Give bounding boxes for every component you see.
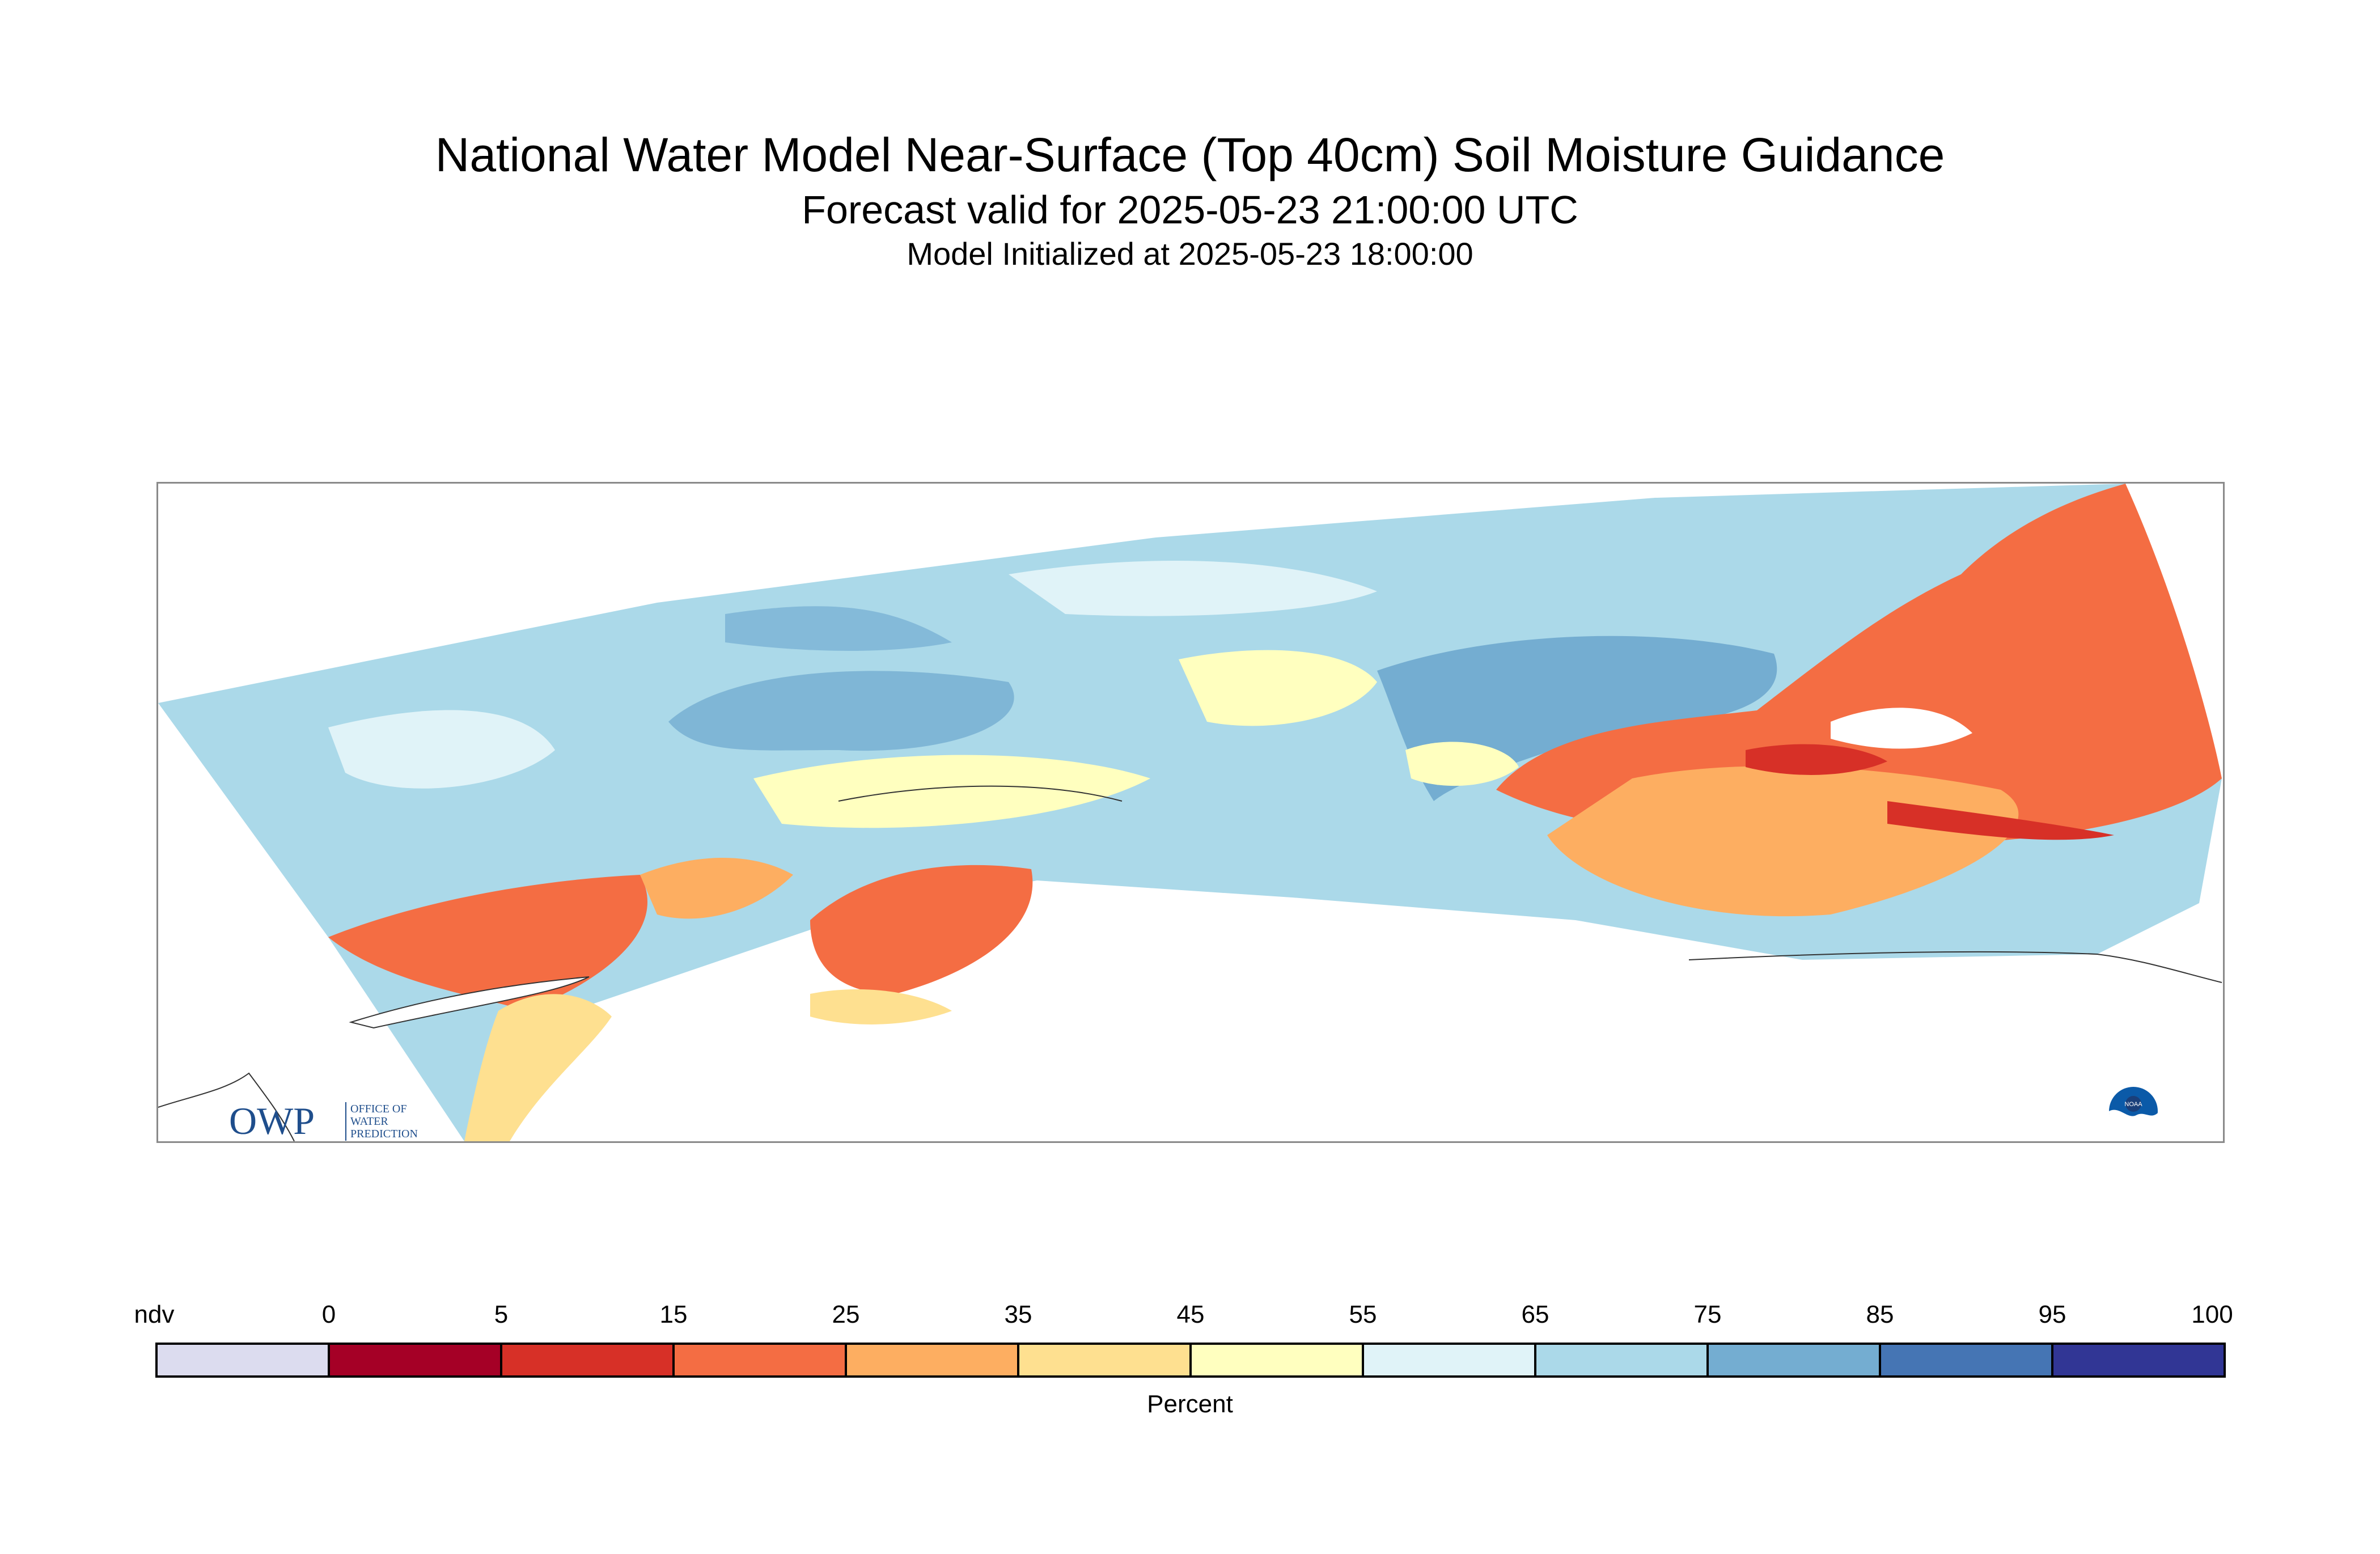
very-dry-band [1887, 801, 2114, 840]
colorbar-tick-label: 35 [1004, 1301, 1032, 1328]
moderate-region [464, 994, 612, 1141]
coastline [1688, 951, 2222, 983]
wet-region [668, 671, 1014, 751]
noaa-logo-text: NOAA [2124, 1101, 2142, 1108]
colorbar-bin [1189, 1343, 1364, 1378]
map-panel: OWP OFFICE OF WATER PREDICTION [156, 482, 2225, 1143]
colorbar-tick-label: 55 [1349, 1301, 1377, 1328]
owp-logo-line-1: OFFICE OF [350, 1103, 406, 1115]
model-init-time: Model Initialized at 2025-05-23 18:00:00 [907, 236, 1473, 272]
colorbar-bin [500, 1343, 675, 1378]
dry-region [328, 875, 648, 1011]
owp-logo-mark: OWP [229, 1099, 315, 1142]
colorbar-bin [1017, 1343, 1192, 1378]
mid-moisture-region [753, 755, 1150, 828]
colorbar-bin [155, 1343, 330, 1378]
very-dry-band [1746, 744, 1887, 775]
colorbar-bin [1706, 1343, 1881, 1378]
noaa-logo: NOAA [2108, 1086, 2159, 1140]
colorbar-bin [1879, 1343, 2053, 1378]
owp-logo: OWP OFFICE OF WATER PREDICTION [229, 1099, 433, 1142]
coastline [349, 976, 590, 1029]
soil-moisture-map [158, 484, 2222, 1141]
moderate-region [810, 989, 952, 1024]
moist-region [328, 710, 555, 789]
colorbar-tick-label: 0 [321, 1301, 336, 1328]
owp-logo-line-3: PREDICTION [350, 1128, 418, 1140]
colorbar-bin [1534, 1343, 1709, 1378]
colorbar-tick-label: 15 [659, 1301, 688, 1328]
dry-region [810, 865, 1033, 994]
moderate-region [640, 858, 793, 919]
colorbar-bin [1362, 1343, 1536, 1378]
colorbar-tick-label: 75 [1693, 1301, 1722, 1328]
wet-region [725, 606, 952, 651]
colorbar-tick-label: 5 [494, 1301, 509, 1328]
colorbar-tick-label: 25 [832, 1301, 860, 1328]
colorbar-title: Percent [1147, 1390, 1233, 1418]
colorbar-bin [2051, 1343, 2226, 1378]
moist-region [1009, 561, 1377, 616]
colorbar-tick-label: 100 [2191, 1301, 2233, 1328]
colorbar-bin [845, 1343, 1019, 1378]
mid-moisture-region [1179, 650, 1377, 726]
owp-logo-line-2: WATER [350, 1115, 388, 1128]
coastline [158, 1072, 295, 1141]
map-title: National Water Model Near-Surface (Top 4… [435, 128, 1945, 181]
forecast-valid-time: Forecast valid for 2025-05-23 21:00:00 U… [802, 188, 1578, 232]
colorbar-tick-label: 95 [2038, 1301, 2066, 1328]
colorbar-tick-label: ndv [134, 1301, 175, 1328]
colorbar-tick-label: 65 [1521, 1301, 1549, 1328]
colorbar [155, 1343, 2226, 1378]
colorbar-bin [328, 1343, 502, 1378]
colorbar-tick-label: 85 [1866, 1301, 1894, 1328]
colorbar-bin [672, 1343, 847, 1378]
dry-region [1496, 484, 2222, 846]
colorbar-tick-label: 45 [1176, 1301, 1205, 1328]
mid-moisture-region [1405, 742, 1519, 786]
snow-free-gap [1831, 708, 1972, 749]
coastline [838, 785, 1123, 802]
